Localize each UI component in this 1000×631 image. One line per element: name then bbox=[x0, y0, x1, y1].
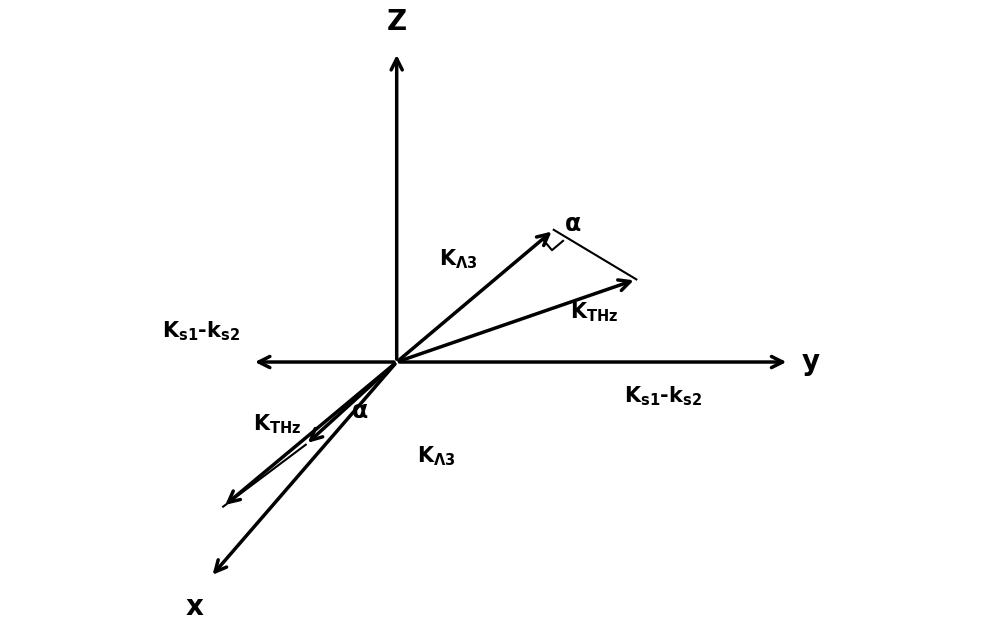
Text: x: x bbox=[185, 593, 203, 622]
Text: $\mathbf{K_{s1}}$-$\mathbf{k_{s2}}$: $\mathbf{K_{s1}}$-$\mathbf{k_{s2}}$ bbox=[624, 385, 702, 408]
Text: Z: Z bbox=[387, 8, 407, 35]
Text: y: y bbox=[802, 348, 820, 376]
Text: $\mathbf{K}_{\mathbf{\Lambda 3}}$: $\mathbf{K}_{\mathbf{\Lambda 3}}$ bbox=[439, 247, 478, 271]
Text: $\mathbf{\alpha}$: $\mathbf{\alpha}$ bbox=[351, 399, 369, 423]
Text: $\mathbf{K}_{\mathbf{THz}}$: $\mathbf{K}_{\mathbf{THz}}$ bbox=[253, 413, 302, 437]
Text: $\mathbf{K_{s1}}$-$\mathbf{k_{s2}}$: $\mathbf{K_{s1}}$-$\mathbf{k_{s2}}$ bbox=[162, 320, 240, 343]
Text: $\mathbf{\alpha}$: $\mathbf{\alpha}$ bbox=[564, 211, 581, 235]
Text: $\mathbf{K}_{\mathbf{THz}}$: $\mathbf{K}_{\mathbf{THz}}$ bbox=[570, 300, 619, 324]
Text: $\mathbf{K}_{\mathbf{\Lambda 3}}$: $\mathbf{K}_{\mathbf{\Lambda 3}}$ bbox=[417, 445, 456, 468]
